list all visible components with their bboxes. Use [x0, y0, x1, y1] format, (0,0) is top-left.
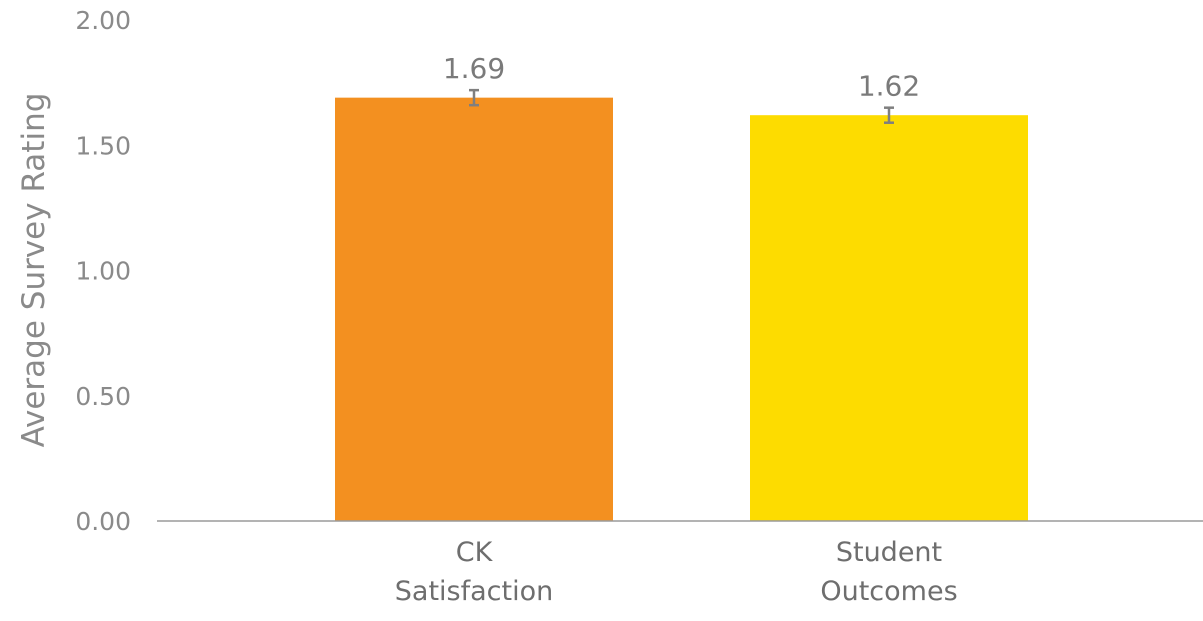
data-label: 1.69 [443, 52, 505, 85]
y-tick-label: 1.50 [75, 131, 131, 160]
x-category-label: CK Satisfaction [395, 537, 553, 607]
x-axis-category-labels: CK Satisfaction Student Outcomes [395, 537, 958, 607]
bars [335, 97, 1028, 521]
data-labels: 1.69 1.62 [443, 52, 920, 103]
bar [750, 115, 1028, 521]
x-category-label: Student Outcomes [820, 537, 957, 607]
data-label: 1.62 [858, 70, 920, 103]
y-tick-label: 1.00 [75, 257, 131, 286]
y-axis-title: Average Survey Rating [16, 93, 52, 448]
y-tick-label: 2.00 [75, 6, 131, 35]
y-tick-label: 0.50 [75, 382, 131, 411]
error-bar [884, 106, 894, 124]
y-axis-ticks: 0.00 0.50 1.00 1.50 2.00 [75, 6, 131, 536]
error-bar [469, 88, 479, 107]
error-bars [469, 88, 894, 124]
y-tick-label: 0.00 [75, 507, 131, 536]
bar [335, 97, 613, 521]
